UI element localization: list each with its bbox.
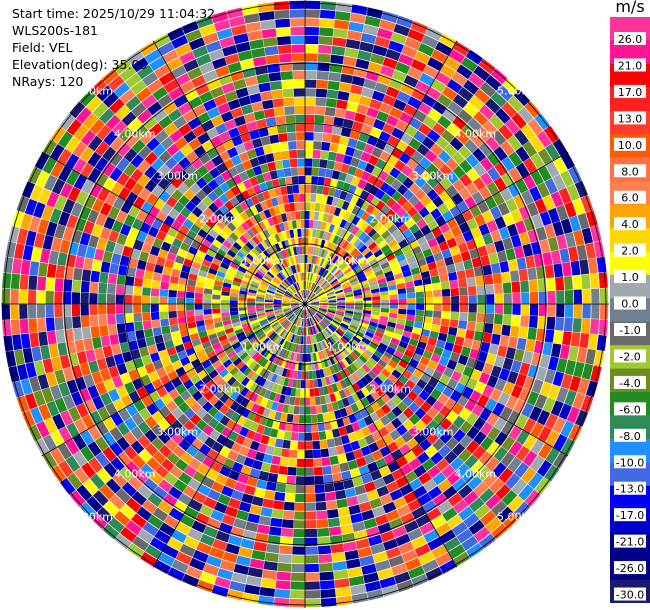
colorbar-tick-label: -26.0	[616, 562, 644, 575]
colorbar-tick-bg	[614, 561, 646, 575]
colorbar-tick-label: 21.0	[618, 59, 643, 72]
colorbar-swatch	[610, 251, 650, 276]
colorbar-tick-bg	[614, 481, 646, 495]
range-label: 4.00km	[113, 127, 156, 141]
colorbar-tick-bg	[614, 349, 646, 363]
range-label: 5.00km	[71, 84, 113, 98]
range-label: 3.00km	[411, 169, 454, 183]
station-text: WLS200s-181	[12, 23, 98, 38]
range-label: 1.00km	[241, 340, 284, 354]
colorbar-tick-bg	[614, 402, 646, 416]
colorbar-tick-label: 2.0	[621, 245, 639, 258]
colorbar-tick-label: 17.0	[618, 86, 643, 99]
range-label: 5.00km	[497, 84, 539, 98]
colorbar-swatch	[610, 40, 650, 65]
colorbar-tick-label: 0.0	[621, 298, 639, 311]
ppi-velocity-plot	[1, 0, 609, 608]
range-label: 2.00km	[199, 212, 241, 226]
colorbar-tick-bg	[614, 270, 646, 284]
range-label: 5.00km	[497, 510, 539, 524]
range-label: 3.00km	[156, 169, 199, 183]
colorbar-tick-label: 10.0	[618, 139, 643, 152]
range-label: 1.00km	[326, 254, 369, 268]
colorbar-tick-label: -8.0	[619, 430, 640, 443]
azimuth-spoke	[41, 303, 306, 457]
colorbar-tick-label: -6.0	[619, 403, 640, 416]
colorbar-tick-bg	[614, 455, 646, 469]
colorbar-tick-bg	[614, 164, 646, 178]
start-time-text: Start time: 2025/10/29 11:04:32	[12, 6, 216, 21]
colorbar-tick-label: -4.0	[619, 377, 640, 390]
range-label: 5.00km	[71, 510, 113, 524]
range-label: 4.00km	[454, 127, 497, 141]
colorbar-tick-bg	[614, 534, 646, 548]
azimuth-spoke	[304, 40, 458, 305]
scan-info: Start time: 2025/10/29 11:04:32 WLS200s-…	[12, 5, 215, 90]
elevation-text: Elevation(deg): 35.00	[12, 57, 148, 72]
range-label: 2.00km	[199, 382, 241, 396]
colorbar-tick-bg	[614, 322, 646, 336]
colorbar-unit: m/s	[615, 0, 645, 16]
azimuth-spoke	[304, 151, 569, 305]
colorbar-tick-label: 26.0	[618, 33, 643, 46]
range-label: 2.00km	[369, 212, 411, 226]
azimuth-spoke	[152, 40, 306, 305]
azimuth-spoke	[304, 303, 569, 457]
colorbar-tick-bg	[614, 84, 646, 98]
colorbar-tick-bg	[614, 375, 646, 389]
colorbar-tick-bg	[614, 296, 646, 310]
colorbar-tick-bg	[614, 137, 646, 151]
range-label: 4.00km	[454, 467, 497, 481]
colorbar-tick-bg	[614, 190, 646, 204]
range-label: 2.00km	[369, 382, 411, 396]
azimuth-spoke	[152, 303, 306, 568]
colorbar-tick-label: -21.0	[616, 536, 644, 549]
colorbar-tick-bg	[614, 217, 646, 231]
colorbar-tick-bg	[614, 428, 646, 442]
colorbar-tick-label: 8.0	[621, 165, 639, 178]
field-text: Field: VEL	[12, 40, 73, 55]
colorbar-tick-bg	[614, 58, 646, 72]
ppi-gates	[1, 0, 609, 608]
azimuth-spoke	[41, 151, 306, 305]
colorbar-tick-label: -1.0	[619, 324, 640, 337]
range-label: 4.00km	[113, 467, 156, 481]
colorbar-swatch	[610, 462, 650, 487]
colorbar-tick-bg	[614, 587, 646, 601]
colorbar-tick-label: 4.0	[621, 218, 639, 231]
range-label: 3.00km	[156, 425, 199, 439]
azimuth-spoke	[304, 303, 458, 568]
colorbar-tick-label: -30.0	[616, 589, 644, 602]
colorbar-tick-label: -2.0	[619, 350, 640, 363]
colorbar-tick-bg	[614, 111, 646, 125]
colorbar-tick-label: 6.0	[621, 192, 639, 205]
colorbar-tick-label: 13.0	[618, 112, 643, 125]
colorbar-tick-bg	[614, 243, 646, 257]
range-label: 1.00km	[326, 340, 369, 354]
colorbar-tick-label: -17.0	[616, 509, 644, 522]
colorbar: 26.0 21.0 17.0 13.0 10.0 8.0 6.0 4.0 2.0 1.0 0.0 -1…	[610, 17, 650, 603]
colorbar-tick-label: -13.0	[616, 483, 644, 496]
colorbar-tick-bg	[614, 32, 646, 45]
nrays-text: NRays: 120	[12, 74, 84, 89]
colorbar-tick-label: 1.0	[621, 271, 639, 284]
range-label: 1.00km	[241, 254, 284, 268]
range-label: 3.00km	[411, 425, 454, 439]
colorbar-tick-label: -10.0	[616, 456, 644, 469]
colorbar-tick-bg	[614, 508, 646, 522]
